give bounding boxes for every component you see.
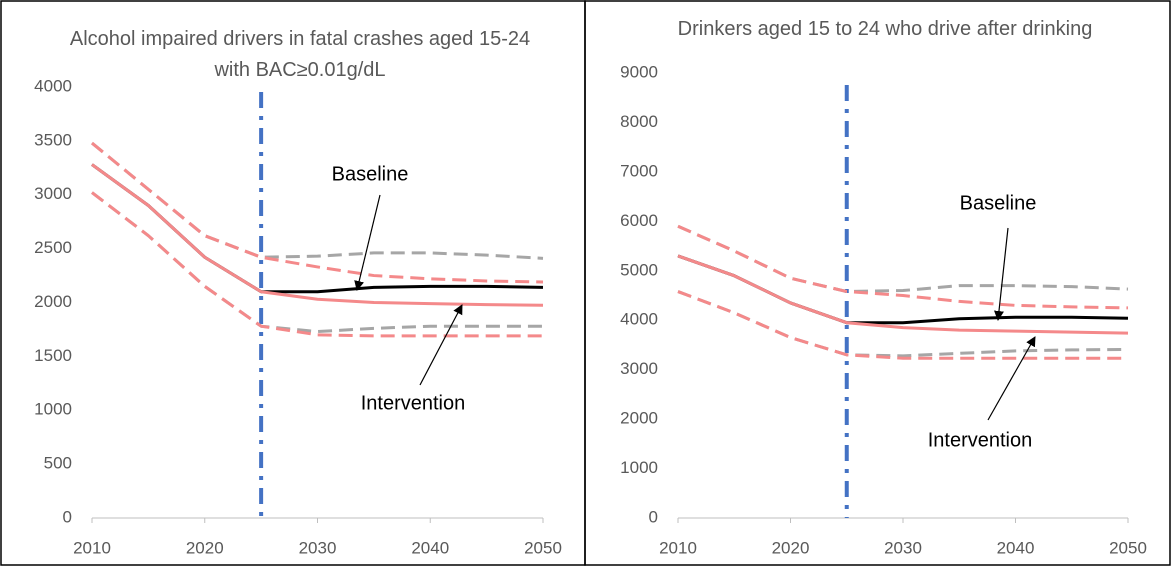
x-tick-label: 2010 — [73, 538, 111, 557]
y-tick-label: 500 — [44, 454, 72, 473]
y-tick-label: 1500 — [34, 346, 72, 365]
x-tick-label: 2040 — [411, 538, 449, 557]
annotation: Baseline — [960, 192, 1037, 214]
series-line — [91, 163, 544, 307]
x-tick-label: 2020 — [186, 538, 224, 557]
chart-title: Drinkers aged 15 to 24 who drive after d… — [677, 18, 1093, 40]
y-tick-label: 2000 — [34, 292, 72, 311]
series-line — [677, 224, 1129, 294]
annotation: Baseline — [332, 163, 409, 185]
y-tick-label: 9000 — [620, 62, 658, 81]
annotation-arrow — [354, 194, 381, 291]
x-tick-label: 2020 — [772, 538, 810, 557]
series-line — [91, 163, 544, 294]
series-line — [677, 224, 1129, 310]
y-tick-label: 3000 — [34, 184, 72, 203]
x-tick-label: 2030 — [299, 538, 337, 557]
y-tick-label: 4000 — [620, 310, 658, 329]
series-line — [91, 141, 544, 284]
y-tick-label: 5000 — [620, 260, 658, 279]
y-tick-label: 1000 — [34, 400, 72, 419]
x-tick-label: 2050 — [524, 538, 562, 557]
annotation: Intervention — [928, 429, 1033, 451]
annotation: Intervention — [361, 392, 466, 414]
y-tick-label: 3000 — [620, 359, 658, 378]
y-tick-label: 2500 — [34, 238, 72, 257]
x-tick-label: 2010 — [659, 538, 697, 557]
y-tick-label: 2000 — [620, 409, 658, 428]
y-tick-label: 6000 — [620, 211, 658, 230]
chart-title: Alcohol impaired drivers in fatal crashe… — [69, 28, 531, 81]
x-tick-label: 2040 — [997, 538, 1035, 557]
y-tick-label: 3500 — [34, 130, 72, 149]
panel-border — [584, 0, 1171, 566]
x-tick-label: 2030 — [884, 538, 922, 557]
annotation-arrow — [987, 336, 1036, 421]
x-tick-label: 2050 — [1109, 538, 1147, 557]
series-line — [677, 290, 1128, 360]
series-line — [91, 191, 543, 338]
series-line — [677, 254, 1129, 335]
series-line — [91, 141, 544, 260]
series-line — [91, 191, 543, 334]
annotation-arrow — [994, 227, 1009, 321]
y-tick-label: 1000 — [620, 458, 658, 477]
y-tick-label: 7000 — [620, 161, 658, 180]
y-tick-label: 4000 — [34, 76, 72, 95]
y-tick-label: 0 — [63, 507, 72, 526]
y-tick-label: 8000 — [620, 112, 658, 131]
annotation-arrow — [419, 304, 463, 386]
y-tick-label: 0 — [649, 507, 658, 526]
series-line — [677, 290, 1129, 358]
